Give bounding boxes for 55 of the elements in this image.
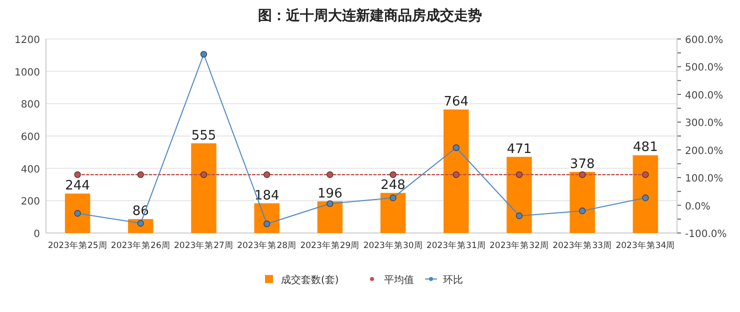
point [74, 210, 81, 217]
y-tick-label: 1000 [14, 67, 40, 78]
data-label: 378 [570, 156, 595, 172]
bar [632, 155, 658, 233]
point [452, 144, 460, 151]
y2-tick-label: 0.0% [685, 201, 710, 212]
y2-tick-label: 200.0% [685, 146, 724, 157]
legend-label: 环比 [443, 274, 463, 286]
y2-tick-label: 400.0% [685, 90, 724, 102]
point [642, 194, 649, 202]
data-label: 196 [318, 186, 342, 202]
data-label: 244 [65, 178, 90, 194]
y-tick-label: 600 [20, 132, 40, 143]
y-tick-label: 800 [20, 100, 40, 111]
chart-title: 图：近十周大连新建商品房成交走势 [258, 7, 482, 24]
legend-label: 平均值 [384, 274, 414, 286]
x-tick-label: 2023年第29周 [300, 240, 360, 251]
point [516, 212, 523, 220]
bar [64, 194, 90, 233]
y-tick-label: 200 [20, 196, 40, 208]
point [326, 200, 334, 207]
x-tick-label: 2023年第28周 [237, 240, 297, 251]
point [390, 194, 396, 202]
data-label: 248 [380, 178, 406, 193]
x-tick-label: 2023年第33周 [552, 240, 612, 251]
x-tick-label: 2023年第25周 [48, 240, 108, 251]
y2-tick-label: 500.0% [685, 62, 724, 74]
y2-tick-label: -100.0% [685, 229, 727, 240]
y2-tick-label: 100.0% [685, 174, 724, 185]
x-tick-label: 2023年第27周 [174, 240, 234, 251]
bar [380, 192, 406, 233]
x-tick-label: 2023年第26周 [110, 240, 170, 251]
data-label: 471 [506, 142, 532, 157]
x-tick-label: 2023年第30周 [363, 240, 423, 251]
bar [317, 201, 343, 233]
y-tick-label: 1200 [14, 35, 40, 46]
bar [444, 109, 469, 233]
bar [191, 143, 216, 233]
x-tick-label: 2023年第32周 [490, 240, 549, 251]
data-label: 764 [444, 94, 469, 110]
x-tick-label: 2023年第31周 [426, 240, 486, 251]
y-tick-label: 0 [34, 229, 40, 240]
point [579, 208, 586, 214]
y-tick-label: 400 [20, 164, 40, 176]
data-label: 481 [633, 140, 658, 156]
point [200, 50, 208, 58]
legend-label: 成交套数(套) [281, 274, 339, 286]
bar [254, 203, 280, 233]
x-tick-label: 2023年第34周 [616, 240, 676, 251]
point [264, 220, 270, 228]
y2-tick-label: 300.0% [685, 118, 724, 130]
y2-tick-label: 600.0% [685, 35, 724, 46]
bar [570, 172, 595, 233]
data-label: 555 [191, 128, 216, 144]
bar [506, 156, 532, 233]
